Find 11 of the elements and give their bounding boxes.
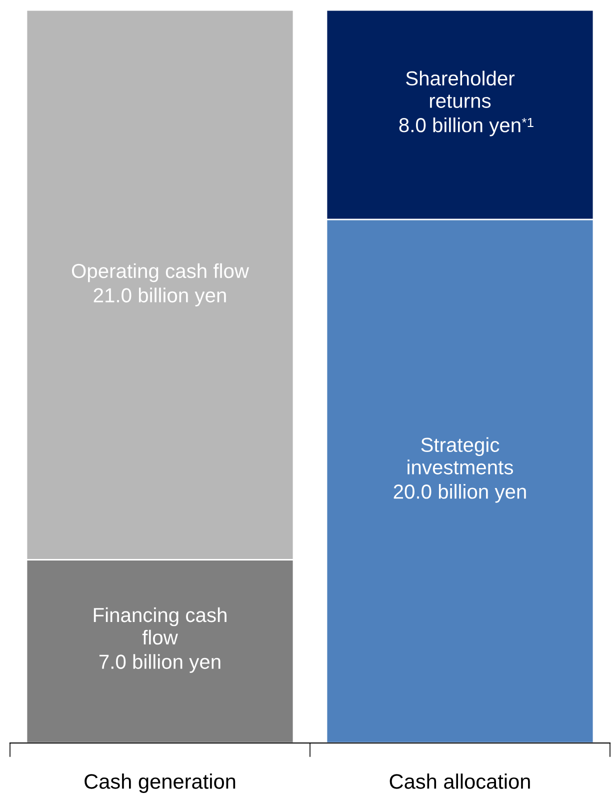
x-tick-label: Cash allocation (390, 774, 530, 789)
series-label: Strategic investments (408, 437, 513, 474)
series-label: Shareholder returns (406, 70, 515, 108)
series-label: Operating cash flow (72, 263, 250, 282)
series-label: Financing cash flow (94, 607, 226, 645)
data-label: 8.0 billion yen (399, 117, 520, 136)
data-label: 20.0 billion yen (394, 484, 526, 503)
x-tick-label: Cash generation (84, 774, 236, 793)
annotation: *1 (522, 118, 534, 127)
data-label: 21.0 billion yen (94, 288, 226, 306)
data-label: 7.0 billion yen (99, 654, 220, 673)
